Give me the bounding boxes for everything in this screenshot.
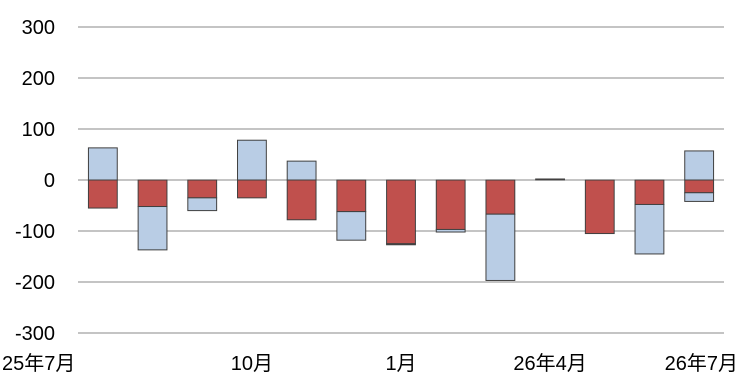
bar-series-0-9: [535, 178, 565, 181]
bar-series-0-10: [584, 179, 615, 235]
bar-series-1-12: [684, 192, 715, 202]
bar-series-1-6: [386, 243, 416, 246]
bar-series-1-5: [336, 211, 367, 241]
bar-series-1-11: [634, 203, 665, 255]
bar-series-1-8: [485, 213, 516, 281]
y-tick-label: -100: [15, 221, 55, 243]
bar-series-0-0: [87, 179, 118, 209]
bar-series-0-4: [286, 179, 317, 221]
bars: [87, 139, 715, 281]
bar-series-0-11: [634, 179, 665, 205]
bar-series-0-2: [187, 179, 218, 199]
bar-series-0-3: [237, 179, 267, 199]
bar-final-12: [684, 150, 715, 181]
bar-series-1-4: [286, 160, 317, 181]
y-tick-label: -300: [15, 323, 55, 345]
x-tick-label: 26年4月: [513, 352, 586, 375]
bar-series-1-7: [435, 228, 466, 233]
y-tick-label: -200: [15, 272, 55, 294]
bar-series-0-7: [435, 179, 466, 230]
x-tick-label: 1月: [385, 353, 416, 375]
bar-series-1-2: [187, 197, 218, 212]
y-tick-label: 0: [44, 170, 55, 192]
y-tick-label: 200: [22, 68, 55, 90]
x-tick-label: 25年7月: [2, 352, 75, 375]
bar-series-0-6: [386, 179, 416, 245]
y-tick-label: 100: [22, 119, 55, 141]
bar-series-1-0: [87, 147, 118, 181]
bar-series-0-8: [485, 179, 516, 215]
bar-series-0-5: [336, 179, 367, 213]
y-tick-label: 300: [22, 17, 55, 39]
bar-series-0-1: [137, 179, 168, 208]
y-axis-labels: 300 200 100 0 -100 -200 -300: [15, 17, 55, 345]
bar-series-1-1: [137, 206, 168, 251]
bar-series-0-12: [684, 179, 715, 194]
x-tick-label: 26年7月: [665, 352, 738, 375]
x-axis-labels: 25年7月 10月 1月 26年4月 26年7月: [2, 352, 738, 375]
x-tick-label: 10月: [231, 353, 273, 375]
bar-series-1-3: [237, 139, 267, 181]
